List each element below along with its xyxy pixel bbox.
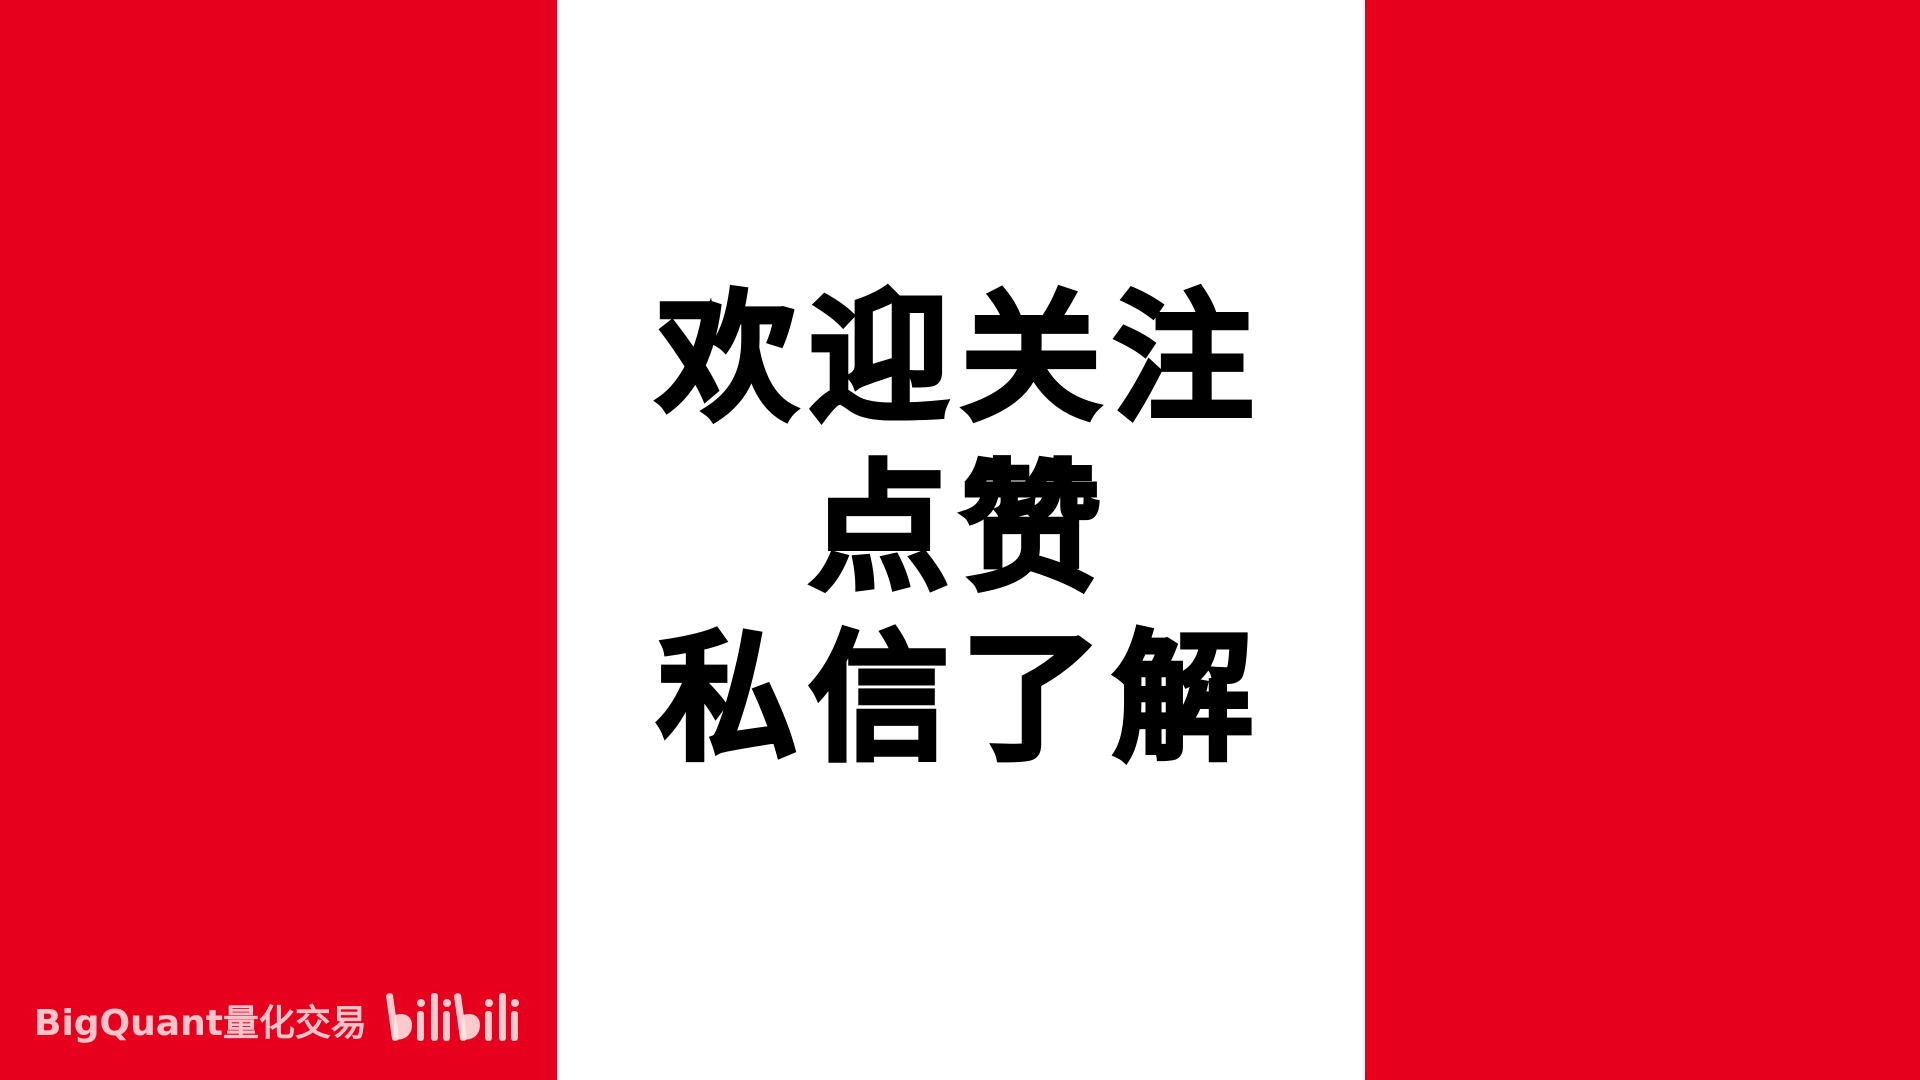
left-red-panel bbox=[0, 0, 557, 1080]
message-line-dm: 私信了解 bbox=[655, 618, 1265, 781]
right-red-panel bbox=[1365, 0, 1920, 1080]
message-line-follow: 欢迎关注 bbox=[655, 278, 1265, 441]
message-line-like: 点赞 bbox=[807, 448, 1113, 611]
bilibili-logo-icon bbox=[386, 993, 519, 1041]
center-white-panel: 欢迎关注 点赞 私信了解 bbox=[557, 0, 1365, 1080]
call-to-action-message: 欢迎关注 点赞 私信了解 bbox=[655, 278, 1265, 781]
watermark-channel-name: BigQuant量化交易 bbox=[34, 1003, 367, 1044]
channel-watermark: BigQuant量化交易 bbox=[34, 990, 525, 1050]
